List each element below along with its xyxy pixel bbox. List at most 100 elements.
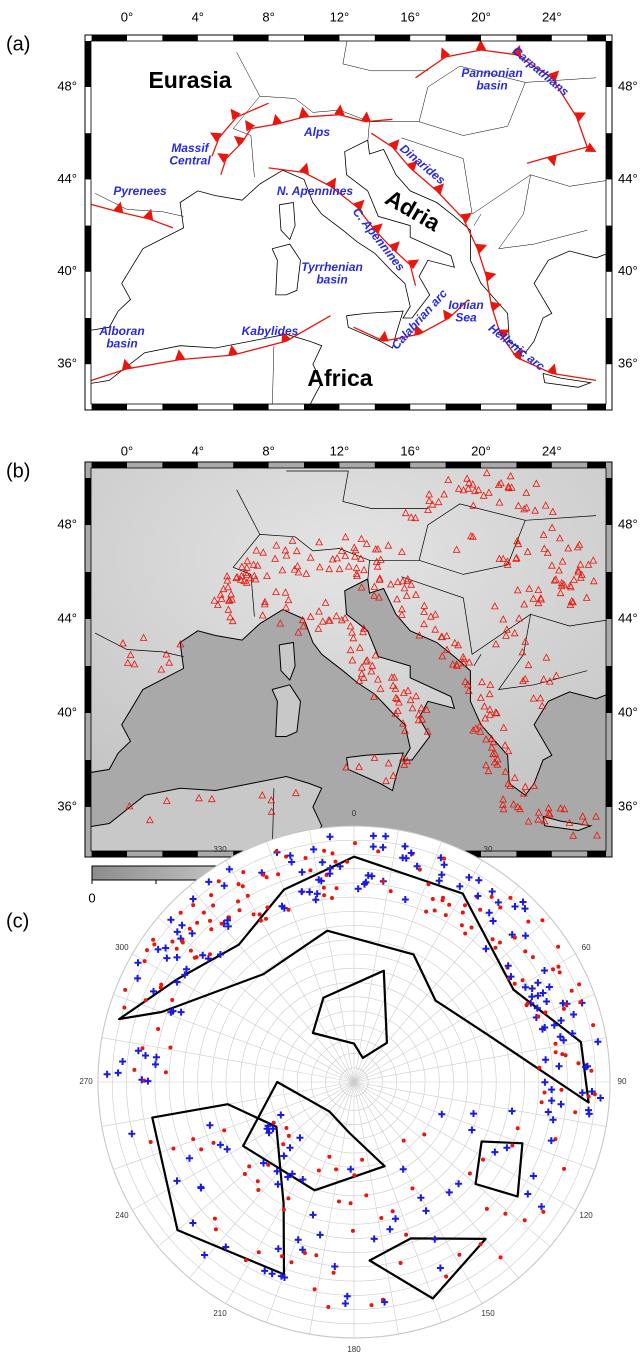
station — [499, 723, 508, 731]
red-dot — [422, 1132, 427, 1137]
red-dot — [243, 1258, 248, 1263]
blue-cross — [278, 902, 286, 910]
red-dot — [216, 879, 221, 884]
frame-bar — [85, 41, 91, 87]
station — [513, 536, 522, 545]
red-dot — [345, 859, 350, 864]
blue-cross — [263, 1125, 271, 1133]
blue-cross — [369, 832, 377, 840]
red-dot — [360, 1157, 365, 1162]
station — [165, 658, 174, 666]
frame-bar — [233, 404, 269, 410]
station — [570, 575, 578, 583]
blue-cross — [489, 917, 497, 925]
blue-cross — [548, 1086, 556, 1094]
lat-label: 40° — [618, 263, 638, 278]
border — [418, 520, 526, 575]
station — [540, 544, 549, 552]
blue-cross — [488, 888, 496, 895]
red-dot — [564, 1002, 569, 1007]
blue-cross — [370, 1235, 378, 1243]
red-dot — [280, 1254, 284, 1259]
station — [478, 677, 486, 686]
red-dot — [592, 1092, 597, 1097]
lat-label: 36° — [57, 356, 77, 371]
frame-bar — [445, 35, 481, 41]
station — [375, 593, 383, 601]
station — [415, 631, 424, 639]
region-label: N. Apennines — [277, 184, 354, 198]
station — [258, 791, 267, 799]
blue-cross — [511, 903, 519, 910]
red-dot — [222, 1128, 227, 1133]
station — [223, 572, 231, 580]
station — [344, 562, 353, 570]
land — [91, 468, 606, 796]
region-label-line: N. Apennines — [277, 184, 354, 198]
station — [545, 677, 554, 685]
fault — [91, 201, 174, 229]
continent — [474, 1140, 524, 1198]
station — [539, 530, 548, 538]
blue-cross — [204, 955, 212, 963]
station — [357, 534, 366, 542]
station — [395, 698, 403, 706]
lon-label: 20° — [471, 443, 491, 458]
station — [503, 560, 512, 568]
frame-bar — [587, 851, 606, 857]
station — [531, 506, 539, 514]
red-dot — [211, 1140, 216, 1145]
station — [465, 658, 474, 666]
station — [513, 586, 522, 594]
lon-label: 24° — [542, 443, 562, 458]
lon-label: 20° — [471, 9, 491, 24]
station — [516, 804, 524, 813]
region-label: Massif Central — [169, 141, 211, 168]
red-dot — [256, 1250, 261, 1255]
station — [328, 555, 337, 563]
blue-cross — [294, 1236, 302, 1244]
station — [548, 507, 557, 515]
station — [506, 471, 515, 480]
frame-bar — [304, 404, 340, 410]
blue-cross — [522, 932, 529, 940]
continent — [242, 1080, 386, 1192]
red-dot — [256, 1188, 261, 1192]
continent — [368, 1237, 487, 1300]
station — [550, 576, 559, 584]
blue-cross — [284, 1173, 292, 1181]
red-dot — [142, 959, 147, 964]
station — [242, 563, 251, 571]
region-label-line: Tyrrhenian — [301, 260, 363, 274]
red-dot — [512, 935, 517, 940]
blue-cross — [582, 1063, 590, 1071]
blue-cross — [588, 1088, 596, 1095]
lon-label: 24° — [542, 9, 562, 24]
station — [357, 669, 366, 677]
red-dot — [561, 1006, 566, 1011]
station — [224, 605, 233, 613]
blue-cross — [177, 1008, 185, 1016]
station — [392, 693, 400, 701]
frame-bar — [516, 35, 552, 41]
red-dot — [264, 875, 269, 880]
blue-cross — [399, 1165, 407, 1173]
red-dot — [333, 859, 338, 864]
blue-cross — [386, 1225, 394, 1233]
station — [376, 555, 385, 563]
red-dot — [321, 885, 326, 890]
blue-cross — [274, 1245, 282, 1253]
station — [407, 513, 416, 521]
red-dot — [314, 1253, 319, 1258]
station — [325, 564, 334, 573]
station — [482, 760, 490, 769]
red-dot — [201, 910, 206, 915]
blue-cross — [541, 967, 548, 974]
station — [404, 686, 412, 694]
region-label: Pyrenees — [113, 184, 167, 198]
blue-cross — [475, 876, 483, 884]
blue-cross — [173, 953, 181, 961]
station — [389, 681, 397, 689]
red-dot — [236, 899, 240, 904]
station — [485, 488, 493, 496]
